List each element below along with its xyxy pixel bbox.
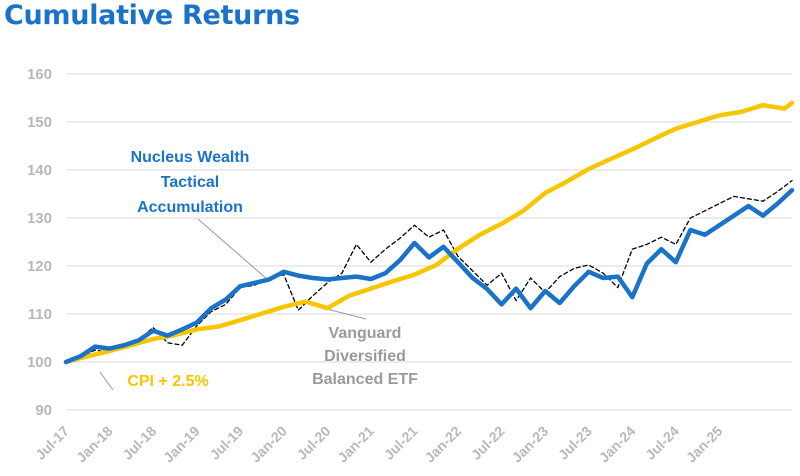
- series-lines: [63, 100, 795, 365]
- y-tick-label: 120: [27, 258, 52, 275]
- x-tick-label: Jul-17: [32, 423, 72, 463]
- x-tick-label: Jul-18: [119, 423, 159, 463]
- x-tick-label: Jan-25: [683, 423, 726, 466]
- y-tick-label: 160: [27, 66, 52, 83]
- y-tick-label: 110: [28, 306, 52, 323]
- x-tick-label: Jan-21: [334, 423, 377, 466]
- y-axis-ticks: 90 100 110 120 130 140 150 160: [27, 66, 52, 419]
- annotation-vanguard-diversified-balanced-etf: Diversified: [324, 348, 406, 365]
- x-tick-label: Jul-24: [642, 423, 682, 463]
- chart-title: Cumulative Returns: [4, 0, 300, 31]
- series-line-cpi-2-5: [63, 100, 795, 365]
- x-tick-label: Jan-23: [509, 423, 552, 466]
- annotation-nucleus-wealth-tactical-accumulation: Tactical: [161, 174, 219, 191]
- series-line-nucleus-wealth-tactical-accumulation: [63, 187, 795, 365]
- y-tick-label: 130: [27, 210, 52, 227]
- leader-line-nucleus-wealth-tactical-accumulation: [197, 218, 269, 281]
- series-annotations: Nucleus Wealth Tactical Accumulation Vangua…: [127, 149, 418, 390]
- gridlines: [66, 73, 792, 411]
- x-tick-label: Jan-24: [596, 423, 639, 466]
- leader-line-cpi-2-5: [99, 371, 114, 391]
- x-tick-label: Jan-18: [73, 423, 116, 466]
- x-tick-label: Jul-19: [206, 423, 246, 463]
- annotation-vanguard-diversified-balanced-etf: Balanced ETF: [312, 371, 418, 388]
- annotation-cpi-2-5: CPI + 2.5%: [127, 373, 208, 390]
- series-line-vanguard-diversified-balanced-etf: [65, 179, 793, 363]
- y-tick-label: 90: [35, 402, 52, 419]
- y-tick-label: 150: [27, 114, 52, 131]
- x-tick-label: Jul-20: [294, 423, 334, 463]
- y-tick-label: 100: [27, 354, 52, 371]
- annotation-nucleus-wealth-tactical-accumulation: Accumulation: [137, 199, 243, 216]
- annotation-nucleus-wealth-tactical-accumulation: Nucleus Wealth: [131, 149, 250, 166]
- x-tick-label: Jan-22: [421, 423, 464, 466]
- x-axis-ticks: Jul-17 Jan-18 Jul-18 Jan-19 Jul-19 Jan-20 Jul-…: [32, 423, 725, 466]
- x-tick-label: Jul-22: [468, 423, 508, 463]
- x-tick-label: Jul-23: [555, 423, 595, 463]
- annotation-vanguard-diversified-balanced-etf: Vanguard: [329, 325, 402, 342]
- x-tick-label: Jan-19: [160, 423, 203, 466]
- x-tick-label: Jan-20: [247, 423, 290, 466]
- x-tick-label: Jul-21: [381, 423, 421, 463]
- y-tick-label: 140: [27, 162, 52, 179]
